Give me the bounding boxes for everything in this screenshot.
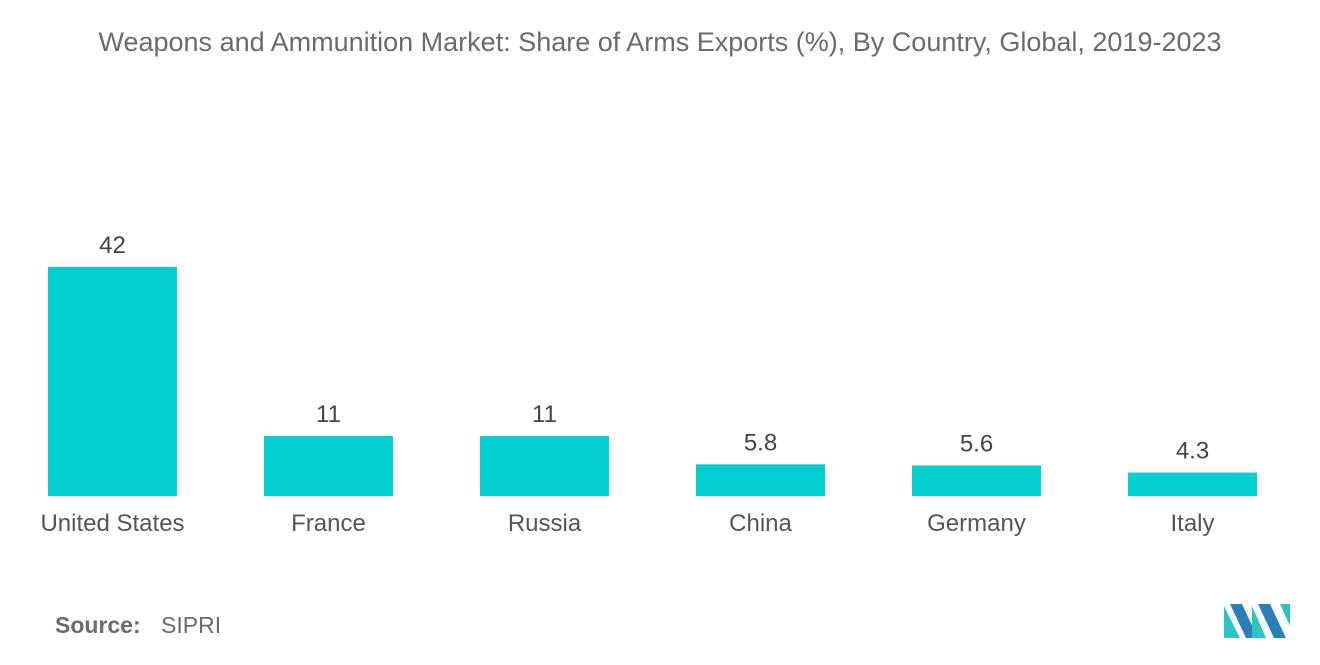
bar-italy [1128, 472, 1257, 496]
x-tick-label: France [291, 510, 366, 537]
x-tick-label: China [729, 510, 792, 537]
bar-chart: 42 United States 11 France 11 Russia 5.8 China 5… [40, 232, 1257, 537]
bar-france [264, 436, 393, 496]
bar-china [696, 464, 825, 496]
data-label: 42 [99, 232, 126, 259]
x-tick-label: Italy [1170, 510, 1214, 537]
x-tick-label: United States [40, 510, 184, 537]
bar-united-states [48, 267, 177, 496]
source-value: SIPRI [161, 612, 222, 638]
data-label: 4.3 [1176, 438, 1209, 465]
bar-germany [912, 465, 1041, 496]
x-tick-label: Russia [508, 510, 582, 537]
bar-russia [480, 436, 609, 496]
x-tick-label: Germany [927, 510, 1026, 537]
data-label: 11 [532, 401, 557, 428]
chart-title: Weapons and Ammunition Market: Share of … [98, 27, 1222, 57]
data-label: 5.8 [744, 429, 777, 456]
data-label: 11 [316, 401, 341, 428]
source-label: Source: [55, 612, 141, 638]
source-note: Source: SIPRI [55, 612, 221, 639]
mordor-intelligence-logo-icon [1224, 604, 1290, 638]
data-label: 5.6 [960, 430, 993, 457]
